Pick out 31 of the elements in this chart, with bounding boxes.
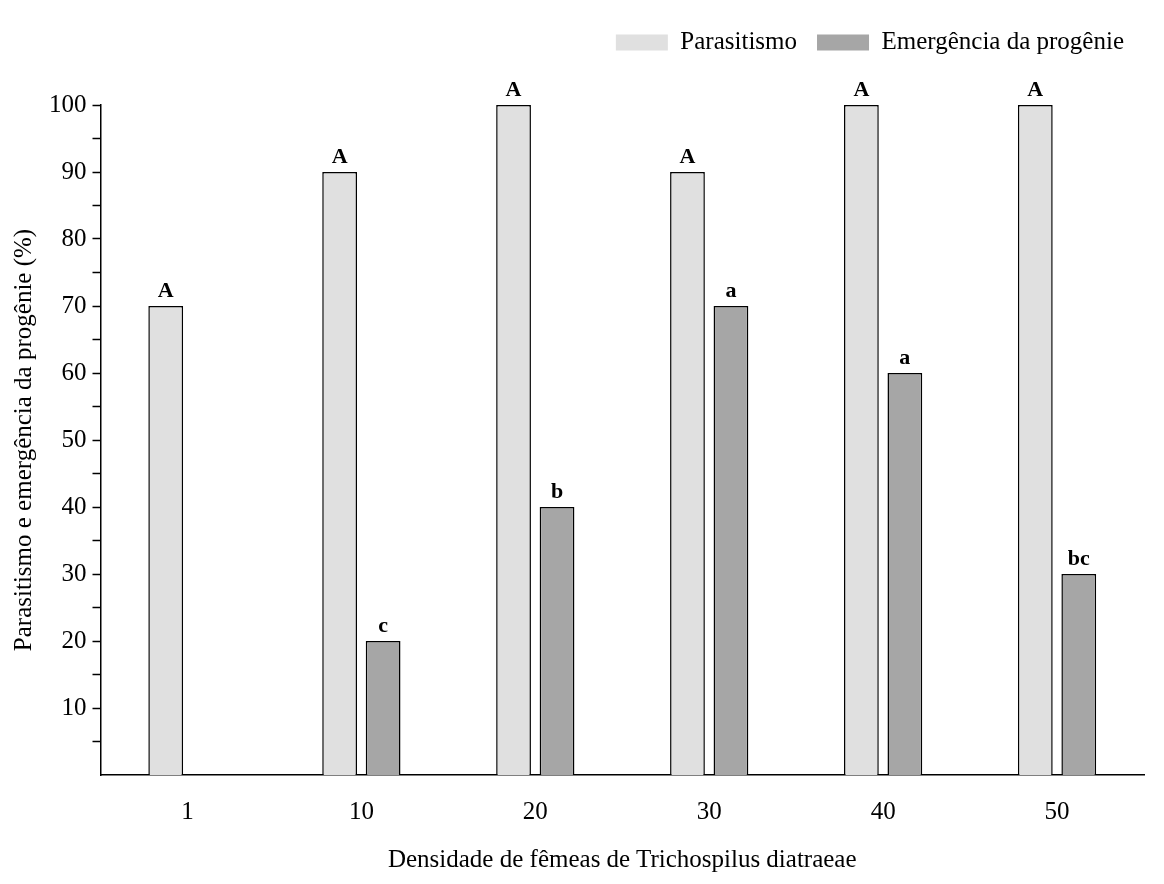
y-tick-label: 50 <box>61 424 87 452</box>
data-label: A <box>853 75 870 101</box>
y-tick-label: 90 <box>61 156 87 184</box>
y-axis-title: Parasitismo e emergência da progênie (%) <box>8 228 37 652</box>
x-tick-label: 30 <box>696 796 722 824</box>
data-label: bc <box>1067 544 1091 570</box>
x-tick-label: 10 <box>348 796 374 824</box>
data-label: A <box>157 276 174 302</box>
x-axis-title: Densidade de fêmeas de Trichospilus diatraeae <box>387 844 857 872</box>
data-label: c <box>378 611 389 637</box>
x-tick-label: 20 <box>522 796 548 824</box>
data-label: A <box>331 142 348 168</box>
data-label: a <box>899 343 911 369</box>
y-tick-label: 80 <box>61 223 87 251</box>
data-label: b <box>550 477 564 503</box>
y-tick-label: 40 <box>61 491 87 519</box>
x-tick-label: 40 <box>870 796 896 824</box>
data-label: A <box>505 75 522 101</box>
x-tick-label: 50 <box>1044 796 1070 824</box>
y-tick-label: 20 <box>61 625 87 653</box>
data-label: a <box>725 276 737 302</box>
y-tick-label: 70 <box>61 290 87 318</box>
y-tick-label: 10 <box>61 692 87 720</box>
legend-label: Parasitismo <box>680 27 798 55</box>
y-tick-label: 30 <box>61 558 87 586</box>
y-tick-label: 100 <box>49 89 87 117</box>
legend-label: Emergência da progênie <box>881 27 1124 55</box>
data-label: A <box>1027 75 1044 101</box>
y-tick-label: 60 <box>61 357 87 385</box>
x-tick-label: 1 <box>181 796 194 824</box>
data-label: A <box>679 142 696 168</box>
